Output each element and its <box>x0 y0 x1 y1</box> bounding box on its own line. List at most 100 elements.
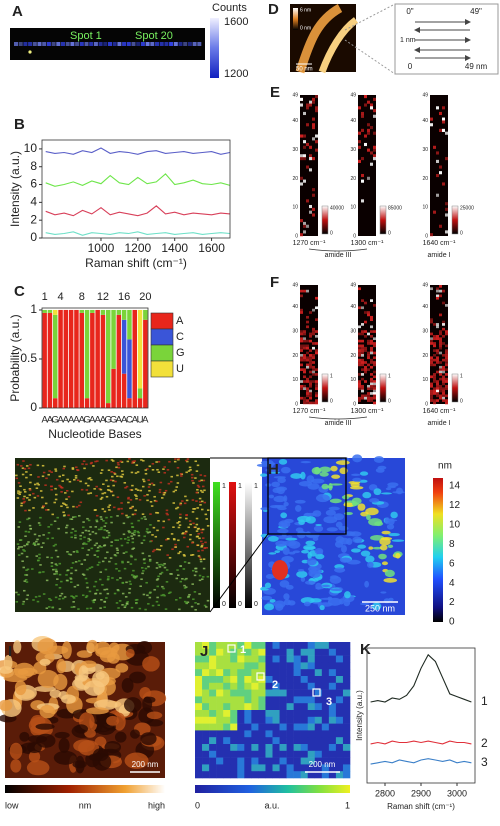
heat-cell <box>312 213 315 217</box>
x-tick-label: 3000 <box>447 788 467 798</box>
map-cell <box>293 696 301 704</box>
colorbar <box>195 785 350 793</box>
speckle <box>185 471 188 474</box>
heat-cell <box>370 387 373 391</box>
speckle <box>58 598 61 600</box>
afm-blob <box>142 696 153 712</box>
heat-cell <box>312 373 315 376</box>
heat-cell <box>364 361 367 364</box>
speckle <box>144 518 147 520</box>
colorbar <box>451 205 459 235</box>
height-blob <box>380 492 393 495</box>
speckle <box>103 544 107 546</box>
heat-cell <box>439 337 442 341</box>
speckle <box>149 524 152 526</box>
speckle <box>195 523 199 526</box>
speckle <box>166 537 170 540</box>
speckle <box>16 463 20 466</box>
speckle <box>195 491 199 494</box>
heat-cell <box>309 154 312 158</box>
speckle <box>87 519 91 522</box>
speckle <box>125 551 128 553</box>
speckle <box>50 565 54 567</box>
colorbar-tick: 1600 <box>224 16 248 28</box>
speckle <box>199 504 202 506</box>
map-cell <box>209 676 217 684</box>
heat-cell <box>445 368 448 371</box>
bar-segment <box>137 398 143 408</box>
speckle <box>196 484 200 487</box>
speckle <box>183 600 187 603</box>
height-blob <box>380 537 393 541</box>
speckle <box>186 601 190 604</box>
speckle <box>163 566 167 569</box>
speckle <box>33 533 37 536</box>
map-pixel <box>103 42 108 46</box>
map-cell <box>223 723 231 731</box>
height-blob <box>267 535 279 542</box>
height-blob <box>260 507 270 511</box>
heat-cell <box>315 306 318 310</box>
map-cell <box>279 723 287 731</box>
speckle <box>133 577 137 579</box>
speckle <box>36 538 39 541</box>
heat-cell <box>300 380 303 383</box>
map-cell <box>293 730 301 738</box>
height-blob <box>264 582 272 589</box>
heat-cell <box>306 351 309 355</box>
speckle <box>200 531 204 534</box>
speckle <box>17 482 21 484</box>
map-cell <box>258 696 266 704</box>
speckle <box>190 605 194 608</box>
height-blob <box>357 544 367 549</box>
heat-cell <box>358 339 361 343</box>
speckle <box>75 550 79 552</box>
map-cell <box>258 737 266 745</box>
heat-cell <box>364 396 367 400</box>
map-cell <box>293 669 301 677</box>
speckle <box>129 507 132 510</box>
speckle <box>72 601 75 603</box>
speckle <box>200 479 203 482</box>
heat-cell <box>436 287 439 291</box>
speckle <box>116 462 120 464</box>
speckle <box>105 516 108 519</box>
speckle <box>69 518 72 520</box>
map-cell <box>251 716 259 724</box>
map-cell <box>307 682 316 690</box>
speckle <box>99 516 103 518</box>
speckle <box>74 477 78 479</box>
speckle <box>65 579 69 582</box>
heat-cell <box>303 289 306 293</box>
heat-cell <box>312 137 315 141</box>
speckle <box>160 571 164 574</box>
map-cell <box>272 710 280 718</box>
speckle <box>27 467 31 470</box>
map-cell <box>314 723 323 731</box>
map-cell <box>195 642 203 650</box>
speckle <box>67 495 71 498</box>
map-cell <box>307 744 316 752</box>
speckle <box>28 509 31 512</box>
speckle <box>148 592 152 594</box>
height-blob <box>377 465 387 470</box>
top-tick-label: 20 <box>139 291 151 303</box>
heat-cell <box>303 154 306 158</box>
heat-cell <box>367 394 370 398</box>
heat-cell <box>442 370 445 374</box>
speckle <box>128 580 132 583</box>
heat-cell <box>436 294 439 298</box>
height-blob <box>300 471 306 480</box>
speckle <box>148 483 152 486</box>
heat-cell <box>430 318 433 321</box>
map-cell <box>237 669 245 677</box>
heat-cell <box>358 396 361 400</box>
y-tick-label: 10 <box>422 205 428 211</box>
x-tick-label: 1000 <box>88 241 115 255</box>
bar-segment <box>121 319 127 374</box>
map-cell <box>244 757 252 765</box>
map-cell <box>251 764 259 772</box>
speckle <box>115 547 119 550</box>
map-cell <box>202 682 210 690</box>
bar-segment <box>127 309 132 340</box>
